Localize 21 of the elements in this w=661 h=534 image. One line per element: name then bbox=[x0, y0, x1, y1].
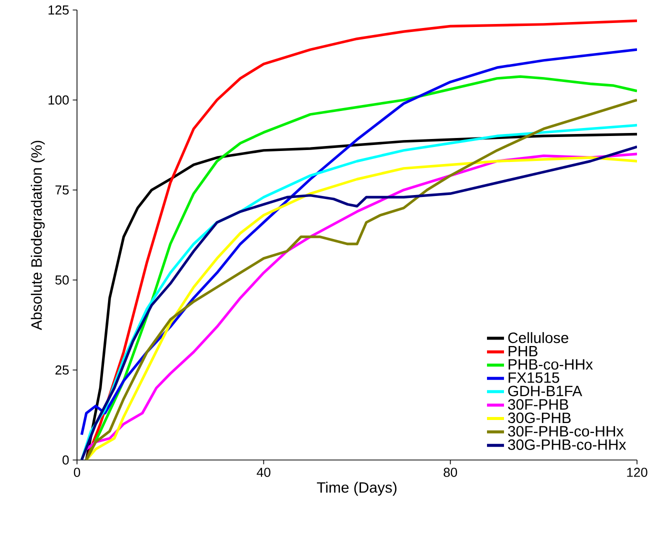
x-axis-title: Time (Days) bbox=[316, 482, 396, 496]
y-tick-label: 25 bbox=[55, 365, 69, 375]
legend-label: Cellulose bbox=[508, 332, 568, 344]
legend-label: 30G-PHB-co-HHx bbox=[508, 439, 626, 450]
legend-label: GDH-B1FA bbox=[508, 386, 582, 396]
y-tick-label: 125 bbox=[48, 5, 69, 15]
y-axis-title: Absolute Biodegradation (%) bbox=[30, 140, 45, 330]
y-tick-label: 100 bbox=[48, 95, 69, 105]
legend-label: 30F-PHB bbox=[508, 399, 568, 410]
x-tick-label: 0 bbox=[74, 468, 80, 477]
x-tick-label: 120 bbox=[627, 468, 648, 477]
x-tick-label: 40 bbox=[256, 468, 270, 477]
legend-label: PHB-co-HHx bbox=[508, 359, 593, 370]
y-tick-label: 0 bbox=[62, 455, 69, 465]
legend-label: PHB bbox=[508, 346, 538, 356]
y-tick-label: 75 bbox=[56, 185, 69, 194]
x-tick-label: 80 bbox=[444, 468, 458, 477]
legend-label: FX1515 bbox=[508, 372, 560, 383]
legend-label: 30F-PHB-co-HHx bbox=[508, 426, 624, 437]
y-tick-label: 50 bbox=[55, 275, 69, 285]
legend-label: 30G-PHB bbox=[508, 412, 571, 424]
